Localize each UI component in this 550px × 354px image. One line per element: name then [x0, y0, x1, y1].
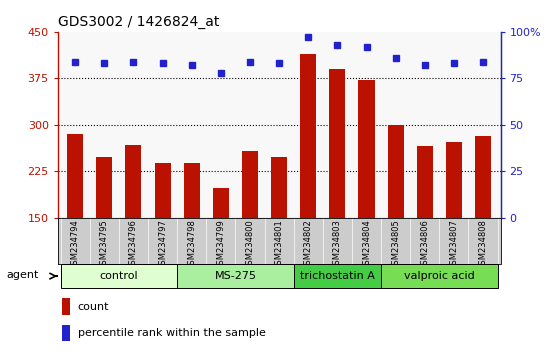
Bar	[213, 188, 229, 218]
Text: GSM234799: GSM234799	[216, 219, 225, 270]
Text: GSM234803: GSM234803	[333, 219, 342, 270]
Bar	[67, 134, 83, 218]
Bar	[62, 325, 70, 341]
Bar	[62, 298, 70, 315]
Text: GSM234808: GSM234808	[478, 219, 487, 270]
Bar	[184, 163, 200, 218]
Text: GSM234796: GSM234796	[129, 219, 138, 270]
Text: GSM234795: GSM234795	[100, 219, 109, 270]
Bar	[381, 264, 498, 288]
Text: count: count	[78, 302, 109, 312]
Text: agent: agent	[7, 270, 39, 280]
Bar	[155, 163, 170, 218]
Text: GSM234800: GSM234800	[245, 219, 255, 270]
Bar	[417, 147, 433, 218]
Bar	[359, 80, 375, 218]
Text: GSM234798: GSM234798	[187, 219, 196, 270]
Text: GSM234807: GSM234807	[449, 219, 458, 270]
Text: MS-275: MS-275	[214, 271, 256, 281]
Bar	[96, 157, 112, 218]
Bar	[271, 157, 287, 218]
Text: GSM234801: GSM234801	[274, 219, 284, 270]
Text: trichostatin A: trichostatin A	[300, 271, 375, 281]
Bar	[300, 53, 316, 218]
Text: GSM234794: GSM234794	[71, 219, 80, 270]
Text: GSM234805: GSM234805	[391, 219, 400, 270]
Bar	[125, 144, 141, 218]
Text: GSM234804: GSM234804	[362, 219, 371, 270]
Text: valproic acid: valproic acid	[404, 271, 475, 281]
Text: GSM234806: GSM234806	[420, 219, 429, 270]
Bar	[242, 151, 258, 218]
Text: control: control	[100, 271, 138, 281]
Bar	[60, 264, 177, 288]
Bar	[329, 69, 345, 218]
Bar	[294, 264, 381, 288]
Bar	[475, 136, 491, 218]
Text: GDS3002 / 1426824_at: GDS3002 / 1426824_at	[58, 16, 219, 29]
Text: GSM234802: GSM234802	[304, 219, 313, 270]
Bar	[177, 264, 294, 288]
Text: GSM234797: GSM234797	[158, 219, 167, 270]
Bar	[388, 125, 404, 218]
Bar	[446, 142, 462, 218]
Text: percentile rank within the sample: percentile rank within the sample	[78, 328, 266, 338]
